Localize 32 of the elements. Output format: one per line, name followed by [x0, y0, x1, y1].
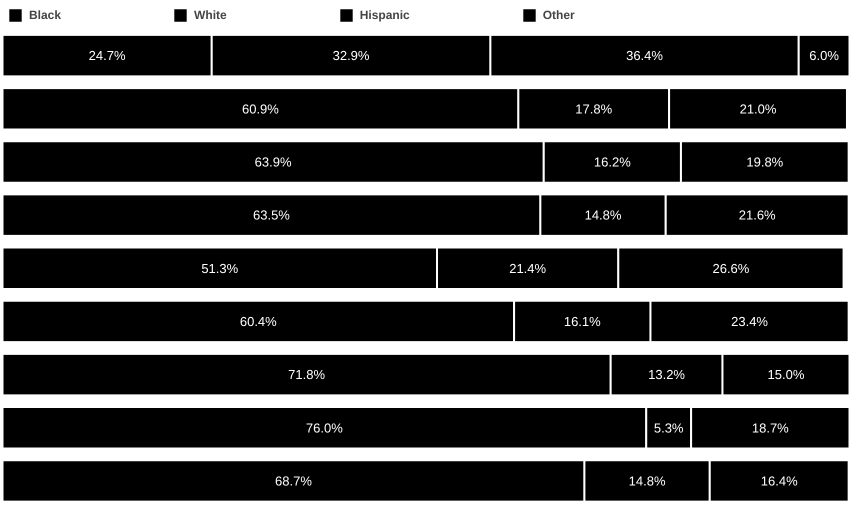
legend-label: Black [29, 8, 62, 22]
data-label: 71.8% [288, 367, 326, 382]
data-label: 14.8% [628, 473, 666, 488]
data-label: 24.7% [88, 48, 126, 64]
data-label: 17.8% [575, 101, 613, 116]
data-label: 68.7% [275, 473, 312, 488]
data-label: 16.4% [760, 473, 798, 488]
data-label: 6.0% [809, 48, 840, 64]
data-label: 26.6% [712, 260, 750, 276]
data-label: 19.8% [746, 154, 784, 170]
data-label: 16.1% [564, 314, 602, 329]
data-label: 14.8% [584, 208, 622, 223]
data-label: 18.7% [752, 420, 790, 436]
data-label: 15.0% [768, 367, 805, 382]
data-label: 21.0% [740, 101, 777, 116]
data-label: 51.3% [201, 260, 239, 276]
data-label: 5.3% [654, 420, 684, 436]
legend-label: Hispanic [360, 8, 410, 22]
data-label: 16.2% [594, 154, 632, 170]
data-label: 32.9% [332, 48, 370, 64]
data-label: 21.4% [509, 260, 547, 276]
data-label: 21.6% [738, 208, 776, 223]
data-label: 63.5% [252, 208, 290, 223]
data-label: 60.9% [242, 101, 280, 116]
data-label: 76.0% [306, 420, 344, 436]
legend-label: White [194, 8, 227, 22]
legend-label: Other [542, 8, 575, 22]
data-label: 63.9% [254, 154, 292, 170]
data-label: 23.4% [731, 314, 768, 329]
data-label: 60.4% [240, 314, 278, 329]
data-label: 36.4% [626, 48, 664, 64]
data-label: 13.2% [648, 367, 686, 382]
